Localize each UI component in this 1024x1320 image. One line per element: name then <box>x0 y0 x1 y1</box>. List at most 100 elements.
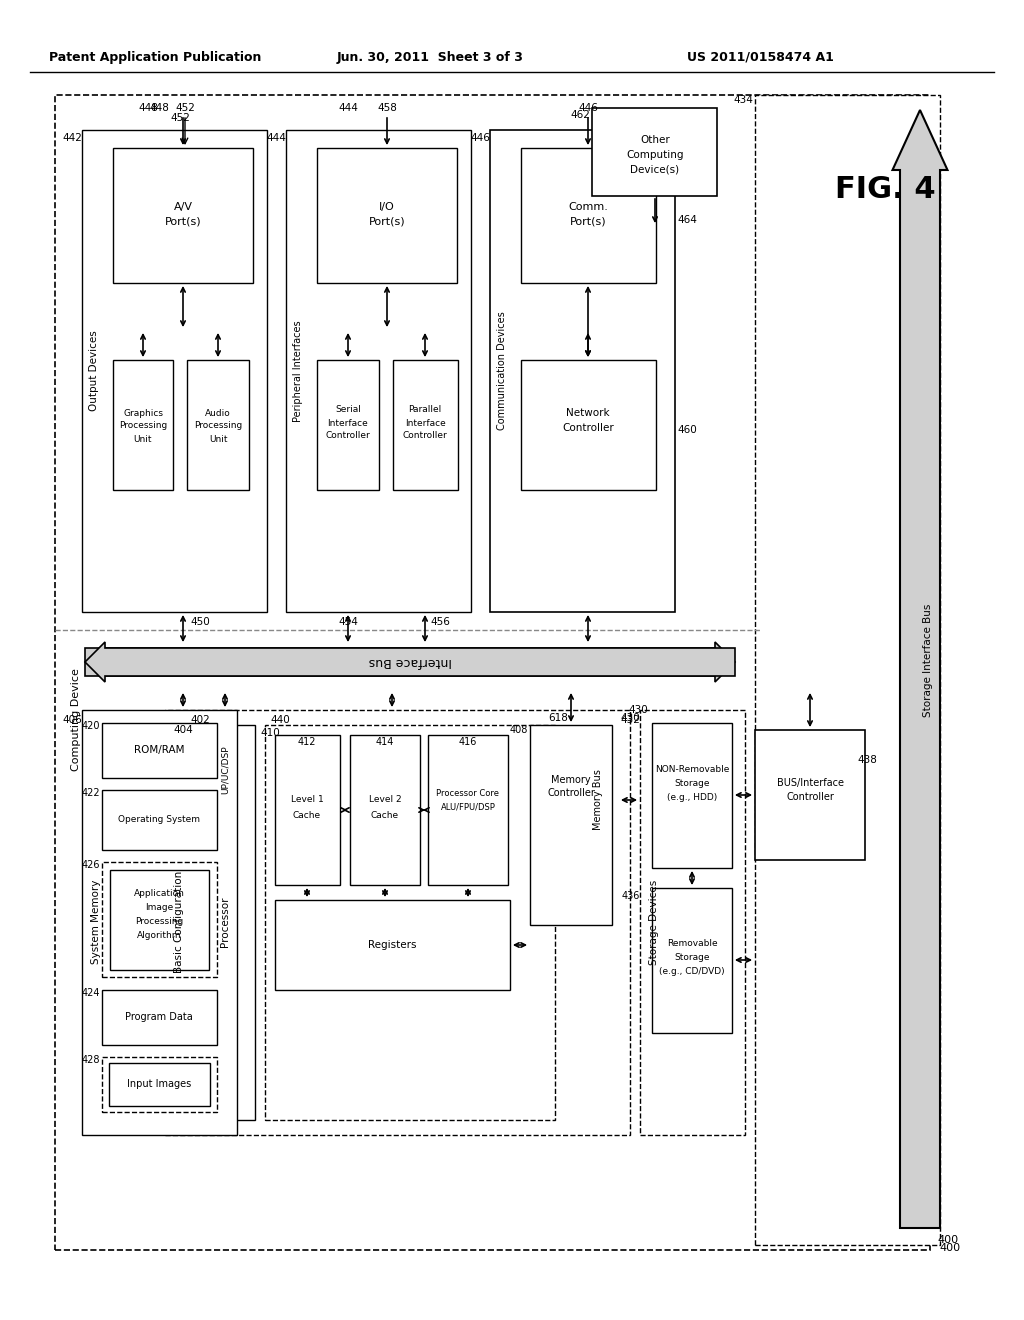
Text: Operating System: Operating System <box>118 816 200 825</box>
Bar <box>275 900 510 990</box>
Text: Removable: Removable <box>667 939 718 948</box>
Text: 462: 462 <box>570 110 590 120</box>
Text: Other: Other <box>640 135 670 145</box>
Text: 438: 438 <box>857 755 877 766</box>
Text: Interface: Interface <box>328 418 369 428</box>
Text: I/O: I/O <box>379 202 395 213</box>
Bar <box>187 360 249 490</box>
Bar <box>165 710 630 1135</box>
Text: 444: 444 <box>266 133 286 143</box>
Bar <box>113 360 173 490</box>
Text: Cache: Cache <box>293 810 322 820</box>
Text: Controller: Controller <box>547 788 595 799</box>
Bar <box>82 129 267 612</box>
Text: 444: 444 <box>338 103 358 114</box>
Bar <box>317 360 379 490</box>
Bar <box>317 148 457 282</box>
Text: 408: 408 <box>510 725 528 735</box>
Text: 450: 450 <box>190 616 210 627</box>
Text: Serial: Serial <box>335 405 360 414</box>
Text: 454: 454 <box>338 616 358 627</box>
Text: 410: 410 <box>260 729 280 738</box>
Text: Communication Devices: Communication Devices <box>497 312 507 430</box>
Text: Computing: Computing <box>627 150 684 160</box>
Text: Program Data: Program Data <box>125 1012 193 1022</box>
Text: 448: 448 <box>138 103 158 114</box>
Text: 400: 400 <box>937 1236 958 1245</box>
Text: 426: 426 <box>82 861 100 870</box>
Text: Interface: Interface <box>404 418 445 428</box>
Bar <box>265 725 555 1119</box>
Text: 458: 458 <box>377 103 397 114</box>
Text: Cache: Cache <box>371 810 399 820</box>
Bar <box>109 1063 210 1106</box>
Text: 412: 412 <box>298 737 316 747</box>
Text: 416: 416 <box>459 737 477 747</box>
FancyArrow shape <box>85 642 735 682</box>
Text: ALU/FPU/DSP: ALU/FPU/DSP <box>440 803 496 812</box>
Bar <box>640 710 745 1135</box>
Text: Port(s): Port(s) <box>569 216 606 227</box>
Text: (e.g., CD/DVD): (e.g., CD/DVD) <box>659 966 725 975</box>
Text: 420: 420 <box>82 721 100 731</box>
Bar <box>755 730 865 861</box>
Bar <box>82 710 237 1135</box>
Text: 428: 428 <box>82 1055 100 1065</box>
Bar <box>350 735 420 884</box>
Text: Basic Configuration: Basic Configuration <box>174 871 184 973</box>
Text: Level 1: Level 1 <box>291 796 324 804</box>
Text: 464: 464 <box>677 215 697 224</box>
Text: 452: 452 <box>175 103 195 114</box>
Text: Network: Network <box>566 408 610 418</box>
Text: Parallel: Parallel <box>409 405 441 414</box>
Text: Memory Bus: Memory Bus <box>593 770 603 830</box>
Text: Controller: Controller <box>326 432 371 441</box>
Bar <box>530 725 612 925</box>
Text: UP/UC/DSP: UP/UC/DSP <box>220 746 229 795</box>
Text: 446: 446 <box>579 103 598 114</box>
Text: 440: 440 <box>270 715 290 725</box>
Text: Processing: Processing <box>135 916 183 925</box>
Text: Audio: Audio <box>205 408 230 417</box>
Text: Processor: Processor <box>220 896 230 948</box>
Text: ROM/RAM: ROM/RAM <box>134 744 184 755</box>
Text: Registers: Registers <box>368 940 416 950</box>
Text: Patent Application Publication: Patent Application Publication <box>49 50 261 63</box>
Text: Interface Bus: Interface Bus <box>369 656 452 668</box>
Text: Processing: Processing <box>194 421 242 430</box>
Bar <box>490 129 675 612</box>
Bar <box>110 870 209 970</box>
Text: 400: 400 <box>939 1243 961 1253</box>
Bar <box>592 108 717 195</box>
Text: 430: 430 <box>621 713 640 723</box>
Text: 424: 424 <box>82 987 100 998</box>
Bar <box>102 862 217 977</box>
Bar <box>428 735 508 884</box>
Bar <box>102 789 217 850</box>
Text: Port(s): Port(s) <box>165 216 202 227</box>
Bar <box>113 148 253 282</box>
Bar <box>652 888 732 1034</box>
Text: Storage: Storage <box>674 953 710 961</box>
Text: Processor Core: Processor Core <box>436 788 500 797</box>
Bar <box>521 360 656 490</box>
Bar <box>286 129 471 612</box>
Text: Jun. 30, 2011  Sheet 3 of 3: Jun. 30, 2011 Sheet 3 of 3 <box>337 50 523 63</box>
Text: 460: 460 <box>677 425 697 436</box>
Text: 402: 402 <box>190 715 210 725</box>
Text: Unit: Unit <box>134 434 153 444</box>
Bar <box>102 1057 217 1111</box>
Text: 456: 456 <box>430 616 450 627</box>
Text: Memory: Memory <box>551 775 591 785</box>
Text: Port(s): Port(s) <box>369 216 406 227</box>
Text: 452: 452 <box>170 114 189 123</box>
Text: 442: 442 <box>62 133 82 143</box>
Text: 404: 404 <box>173 725 193 735</box>
Text: Comm.: Comm. <box>568 202 608 213</box>
Bar <box>521 148 656 282</box>
Text: Algorithm: Algorithm <box>137 931 181 940</box>
Text: Peripheral Interfaces: Peripheral Interfaces <box>293 321 303 422</box>
Text: 448: 448 <box>150 103 169 114</box>
Bar <box>275 735 340 884</box>
Text: 446: 446 <box>470 133 490 143</box>
